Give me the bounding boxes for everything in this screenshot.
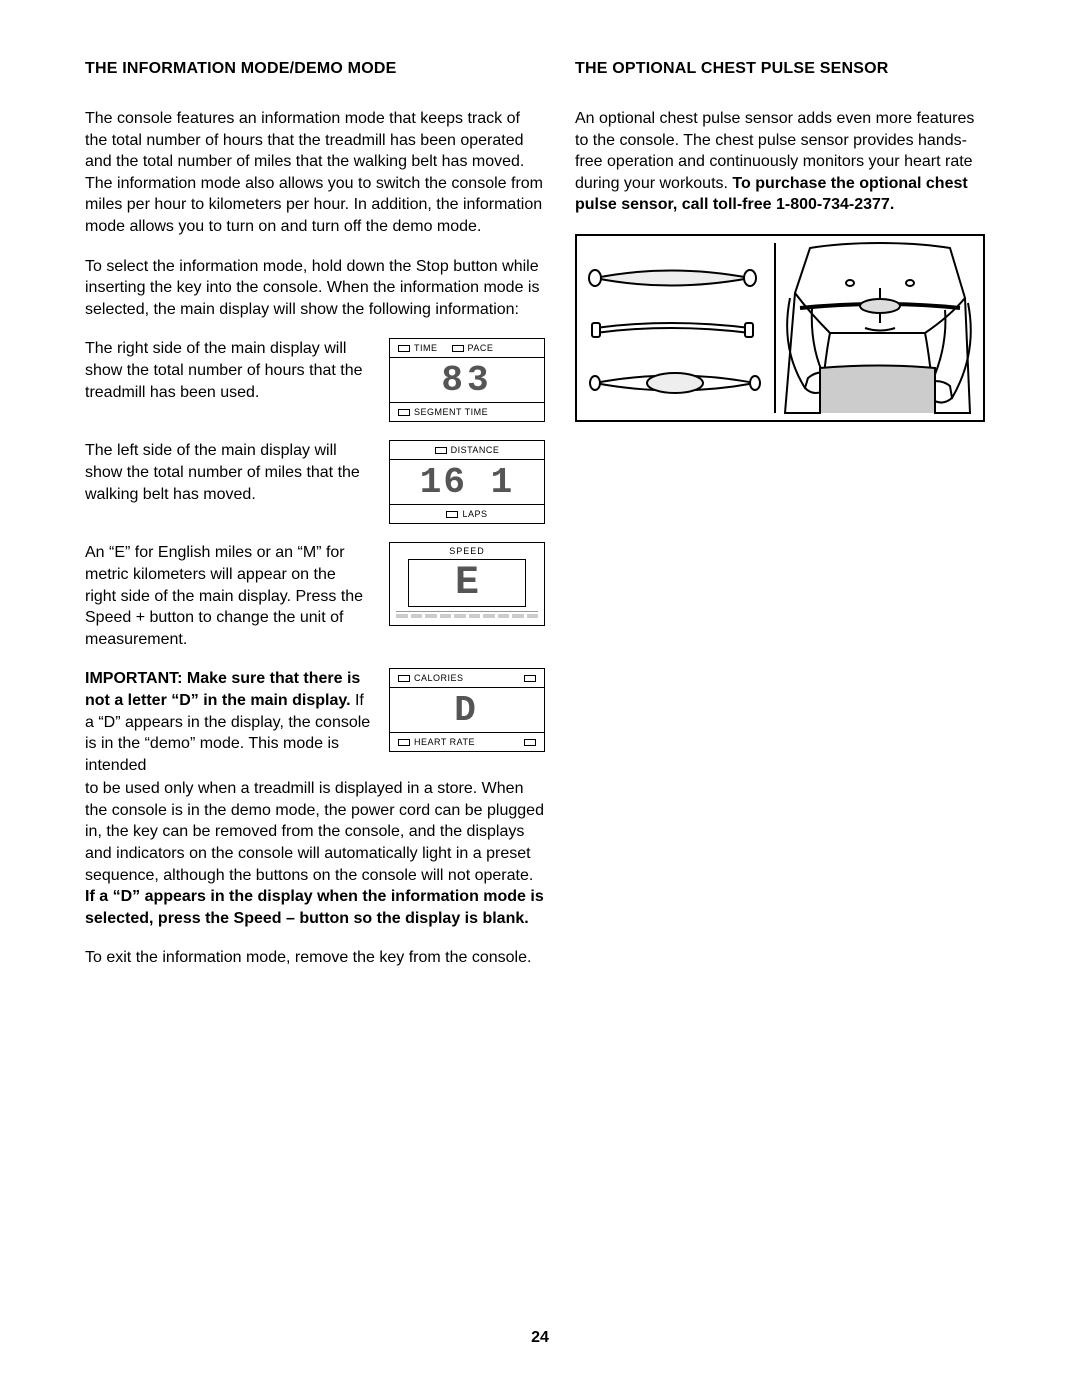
lcd-label-heartrate: HEART RATE: [398, 737, 475, 747]
lcd-display-miles: DISTANCE 16 1 LAPS: [389, 440, 545, 524]
info-row-units: An “E” for English miles or an “M” for m…: [85, 542, 545, 650]
left-para-3: to be used only when a treadmill is disp…: [85, 778, 545, 929]
row3-text: An “E” for English miles or an “M” for m…: [85, 542, 371, 650]
lcd-label-time: TIME: [398, 343, 438, 353]
page-number: 24: [0, 1329, 1080, 1347]
p3b: If a “D” appears in the display when the…: [85, 888, 544, 927]
lcd-value-miles: 16 1: [390, 460, 544, 504]
right-heading: THE OPTIONAL CHEST PULSE SENSOR: [575, 60, 985, 78]
chest-sensor-svg-icon: [580, 238, 980, 418]
right-column: THE OPTIONAL CHEST PULSE SENSOR An optio…: [575, 60, 985, 987]
row4-text: IMPORTANT: Make sure that there is not a…: [85, 668, 371, 776]
left-para-4: To exit the information mode, remove the…: [85, 947, 545, 969]
lcd-display-hours: TIME PACE 83 SEGMENT TIME: [389, 338, 545, 422]
lcd-indicator-icon-2: [524, 739, 536, 746]
lcd-display-demo: CALORIES D HEART RATE: [389, 668, 545, 752]
lcd-strip-icon: [396, 611, 538, 621]
right-para-1: An optional chest pulse sensor adds even…: [575, 108, 985, 216]
left-heading: THE INFORMATION MODE/DEMO MODE: [85, 60, 545, 78]
lcd-label-pace: PACE: [452, 343, 494, 353]
left-para-1: The console features an information mode…: [85, 108, 545, 238]
lcd-value-units: E: [408, 559, 526, 607]
lcd-label-calories: CALORIES: [398, 673, 464, 683]
info-row-demo: IMPORTANT: Make sure that there is not a…: [85, 668, 545, 776]
lcd-label-speed: SPEED: [390, 543, 544, 559]
row2-text: The left side of the main display will s…: [85, 440, 371, 505]
left-column: THE INFORMATION MODE/DEMO MODE The conso…: [85, 60, 545, 987]
lcd-label-laps: LAPS: [446, 509, 487, 519]
info-row-hours: The right side of the main display will …: [85, 338, 545, 422]
row4-bold: IMPORTANT: Make sure that there is not a…: [85, 670, 360, 709]
info-row-miles: The left side of the main display will s…: [85, 440, 545, 524]
row1-text: The right side of the main display will …: [85, 338, 371, 403]
lcd-label-segment: SEGMENT TIME: [398, 407, 488, 417]
left-para-2: To select the information mode, hold dow…: [85, 256, 545, 321]
chest-sensor-illustration: [575, 234, 985, 422]
page-content: THE INFORMATION MODE/DEMO MODE The conso…: [0, 0, 1080, 1027]
p3a: to be used only when a treadmill is disp…: [85, 780, 544, 883]
lcd-display-units: SPEED E: [389, 542, 545, 626]
lcd-label-distance: DISTANCE: [435, 445, 500, 455]
lcd-value-hours: 83: [390, 358, 544, 402]
lcd-indicator-icon: [524, 675, 536, 682]
lcd-value-demo: D: [390, 688, 544, 732]
